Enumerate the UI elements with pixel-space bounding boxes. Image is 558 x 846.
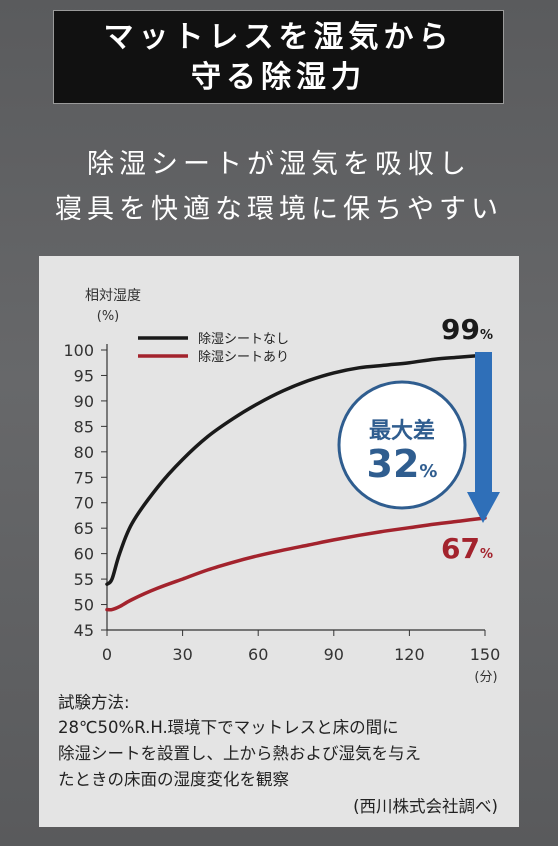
- title-box: マットレスを湿気から 守る除湿力: [53, 10, 504, 104]
- badge-value: 32: [367, 442, 420, 486]
- chart-panel: [39, 256, 519, 827]
- end-value-top: 99%: [441, 313, 493, 346]
- x-tick-label: 120: [394, 645, 425, 664]
- legend-label-no-sheet: 除湿シートなし: [198, 332, 289, 347]
- y-tick-label: 65: [74, 519, 94, 538]
- y-tick-label: 80: [74, 443, 94, 462]
- y-tick-label: 45: [74, 621, 94, 640]
- subtitle-line-2: 寝具を快適な環境に保ちやすい: [55, 194, 503, 225]
- y-tick-label: 75: [74, 468, 94, 487]
- end-value-bottom-unit: %: [480, 547, 493, 562]
- y-axis-unit: (%): [97, 309, 120, 324]
- method-heading: 試験方法:: [58, 693, 130, 712]
- title-line-1: マットレスを湿気から: [103, 20, 454, 55]
- x-tick-label: 0: [102, 645, 112, 664]
- y-axis-label: 相対湿度: [85, 288, 141, 304]
- x-tick-label: 90: [324, 645, 344, 664]
- method-line-1: 28℃50%R.H.環境下でマットレスと床の間に: [58, 718, 399, 737]
- legend-label-with-sheet: 除湿シートあり: [198, 350, 289, 365]
- y-tick-label: 50: [74, 596, 94, 615]
- subtitle-line-1: 除湿シートが湿気を吸収し: [87, 149, 471, 180]
- end-value-top-unit: %: [480, 328, 493, 343]
- series-line-with-sheet: [105, 516, 487, 612]
- badge-value-group: 32%: [367, 442, 438, 486]
- y-tick-label: 90: [74, 392, 94, 411]
- y-tick-label: 100: [63, 341, 94, 360]
- badge-circle: [337, 380, 467, 510]
- y-tick-label: 60: [74, 545, 94, 564]
- y-tick-label: 55: [74, 570, 94, 589]
- x-tick-label: 150: [470, 645, 501, 664]
- difference-arrow: [467, 352, 500, 523]
- series-lines: [105, 353, 487, 612]
- method-line-3: たときの床面の湿度変化を観察: [58, 770, 289, 789]
- badge-label: 最大差: [369, 418, 435, 444]
- arrow-shaft: [475, 352, 492, 494]
- x-axis-unit: (分): [474, 670, 497, 685]
- y-tick-label: 70: [74, 494, 94, 513]
- method-line-2: 除湿シートを設置し、上から熱および湿気を与え: [58, 744, 421, 763]
- max-difference-badge: 最大差 32%: [337, 380, 467, 510]
- badge-unit: %: [419, 461, 437, 482]
- method-source: (西川株式会社調べ): [353, 797, 498, 816]
- series-line-no-sheet: [105, 353, 487, 586]
- x-ticks: 0 30 60 90 120 150: [102, 629, 501, 664]
- x-tick-label: 30: [172, 645, 192, 664]
- end-value-bottom-number: 67: [441, 532, 480, 565]
- legend: 除湿シートなし 除湿シートあり: [138, 332, 289, 365]
- x-tick-label: 60: [248, 645, 268, 664]
- end-value-bottom: 67%: [441, 532, 493, 565]
- end-value-top-number: 99: [441, 313, 480, 346]
- y-tick-label: 85: [74, 417, 94, 436]
- y-tick-label: 95: [74, 366, 94, 385]
- y-ticks: 100 95 90 85 80 75 70 65 60 55 50 45: [63, 341, 108, 640]
- title-line-2: 守る除湿力: [191, 60, 366, 95]
- arrow-head: [467, 492, 500, 523]
